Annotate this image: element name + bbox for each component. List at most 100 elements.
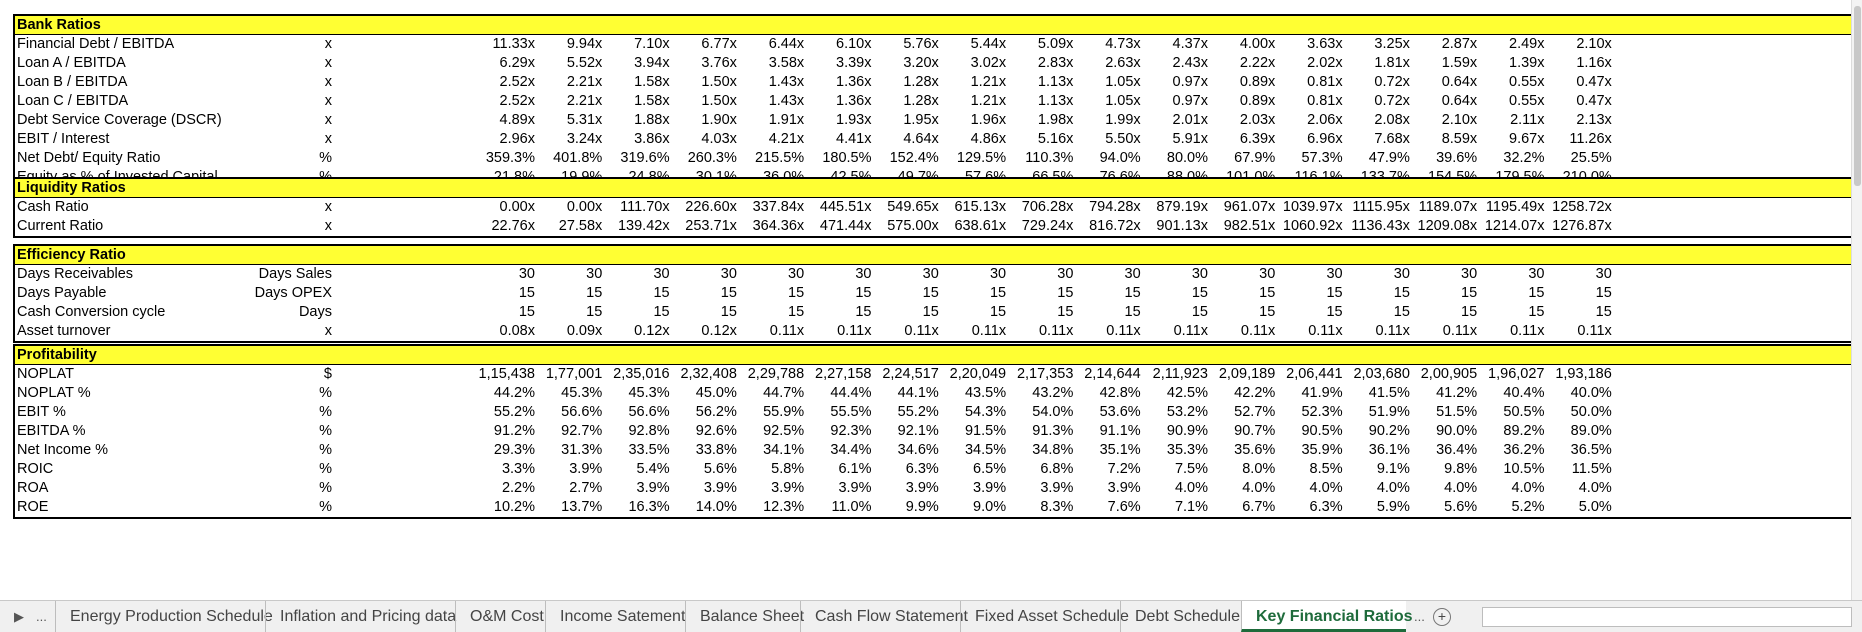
- value-cell[interactable]: 1276.87x: [1552, 218, 1612, 234]
- value-cell[interactable]: 0.72x: [1374, 74, 1410, 90]
- value-cell[interactable]: 57.3%: [1301, 150, 1343, 166]
- more-sheets-left-button[interactable]: ...: [36, 609, 47, 624]
- value-cell[interactable]: 2.01x: [1172, 112, 1208, 128]
- value-cell[interactable]: 6.39x: [1239, 131, 1276, 147]
- value-cell[interactable]: 15: [518, 285, 535, 301]
- value-cell[interactable]: 15: [518, 304, 535, 320]
- value-cell[interactable]: 35.6%: [1234, 442, 1276, 458]
- value-cell[interactable]: 7.1%: [1174, 499, 1208, 515]
- value-cell[interactable]: 15: [1057, 285, 1074, 301]
- value-cell[interactable]: 4.0%: [1174, 480, 1208, 496]
- value-cell[interactable]: 36.1%: [1368, 442, 1410, 458]
- value-cell[interactable]: 9.94x: [566, 36, 603, 52]
- value-cell[interactable]: 51.5%: [1436, 404, 1478, 420]
- value-cell[interactable]: 1,15,438: [478, 366, 535, 382]
- value-cell[interactable]: 1209.08x: [1417, 218, 1478, 234]
- value-cell[interactable]: 55.9%: [763, 404, 805, 420]
- value-cell[interactable]: 3.02x: [970, 55, 1007, 71]
- row-label-cell[interactable]: Debt Service Coverage (DSCR): [17, 112, 222, 128]
- value-cell[interactable]: 90.9%: [1166, 423, 1208, 439]
- value-cell[interactable]: 6.77x: [701, 36, 737, 52]
- value-cell[interactable]: 1136.43x: [1351, 218, 1410, 234]
- value-cell[interactable]: 14.0%: [695, 499, 737, 515]
- value-cell[interactable]: 2.52x: [499, 74, 535, 90]
- value-cell[interactable]: 41.2%: [1436, 385, 1478, 401]
- section-header[interactable]: Profitability: [15, 346, 1854, 365]
- value-cell[interactable]: 40.0%: [1570, 385, 1612, 401]
- value-cell[interactable]: 15: [1393, 285, 1410, 301]
- tab-balance-sheet[interactable]: Balance Sheet: [685, 601, 804, 632]
- value-cell[interactable]: 15: [1326, 285, 1343, 301]
- row-label-cell[interactable]: NOPLAT %: [17, 385, 91, 401]
- value-cell[interactable]: 0.11x: [1510, 323, 1545, 339]
- row-unit-cell[interactable]: %: [319, 442, 332, 458]
- row-unit-cell[interactable]: %: [319, 385, 332, 401]
- value-cell[interactable]: 2,03,680: [1353, 366, 1410, 382]
- value-cell[interactable]: 10.5%: [1503, 461, 1545, 477]
- value-cell[interactable]: 92.7%: [561, 423, 603, 439]
- value-cell[interactable]: 0.09x: [566, 323, 603, 339]
- value-cell[interactable]: 7.2%: [1107, 461, 1141, 477]
- value-cell[interactable]: 91.1%: [1099, 423, 1141, 439]
- row-label-cell[interactable]: Loan C / EBITDA: [17, 93, 129, 109]
- value-cell[interactable]: 729.24x: [1021, 218, 1074, 234]
- value-cell[interactable]: 2.21x: [566, 93, 603, 109]
- value-cell[interactable]: 0.11x: [1577, 323, 1612, 339]
- value-cell[interactable]: 92.1%: [897, 423, 939, 439]
- row-unit-cell[interactable]: x: [324, 218, 332, 234]
- value-cell[interactable]: 10.2%: [493, 499, 535, 515]
- value-cell[interactable]: 15: [788, 285, 805, 301]
- value-cell[interactable]: 11.26x: [1569, 131, 1612, 147]
- row-unit-cell[interactable]: %: [319, 499, 332, 515]
- value-cell[interactable]: 1.13x: [1037, 93, 1074, 109]
- value-cell[interactable]: 55.2%: [897, 404, 939, 420]
- value-cell[interactable]: 0.64x: [1441, 93, 1478, 109]
- section-header[interactable]: Efficiency Ratio: [15, 246, 1854, 265]
- value-cell[interactable]: 0.55x: [1509, 74, 1545, 90]
- value-cell[interactable]: 2.21x: [566, 74, 603, 90]
- value-cell[interactable]: 16.3%: [628, 499, 670, 515]
- value-cell[interactable]: 3.39x: [836, 55, 872, 71]
- value-cell[interactable]: 226.60x: [685, 199, 737, 215]
- row-unit-cell[interactable]: %: [319, 423, 332, 439]
- row-unit-cell[interactable]: x: [324, 112, 332, 128]
- value-cell[interactable]: 54.3%: [964, 404, 1007, 420]
- value-cell[interactable]: 0.89x: [1239, 74, 1276, 90]
- value-cell[interactable]: 0.12x: [701, 323, 737, 339]
- tab-fixed-asset-schedule[interactable]: Fixed Asset Schedule: [960, 601, 1129, 632]
- value-cell[interactable]: 11.0%: [831, 499, 872, 515]
- value-cell[interactable]: 91.2%: [493, 423, 535, 439]
- value-cell[interactable]: 3.9%: [703, 480, 737, 496]
- value-cell[interactable]: 36.2%: [1503, 442, 1545, 458]
- value-cell[interactable]: 2,32,408: [680, 366, 737, 382]
- value-cell[interactable]: 0.55x: [1509, 93, 1545, 109]
- value-cell[interactable]: 1.90x: [701, 112, 737, 128]
- horizontal-scrollbar[interactable]: [1482, 607, 1852, 627]
- value-cell[interactable]: 1.36x: [836, 74, 872, 90]
- value-cell[interactable]: 54.0%: [1032, 404, 1074, 420]
- value-cell[interactable]: 6.7%: [1242, 499, 1276, 515]
- value-cell[interactable]: 6.8%: [1040, 461, 1074, 477]
- value-cell[interactable]: 0.64x: [1441, 74, 1478, 90]
- value-cell[interactable]: 53.2%: [1166, 404, 1208, 420]
- value-cell[interactable]: 30: [1393, 266, 1410, 282]
- value-cell[interactable]: 9.8%: [1444, 461, 1478, 477]
- value-cell[interactable]: 5.31x: [566, 112, 603, 128]
- row-unit-cell[interactable]: x: [324, 199, 332, 215]
- value-cell[interactable]: 30: [653, 266, 670, 282]
- value-cell[interactable]: 94.0%: [1099, 150, 1141, 166]
- value-cell[interactable]: 47.9%: [1368, 150, 1410, 166]
- value-cell[interactable]: 0.11x: [1173, 323, 1208, 339]
- value-cell[interactable]: 1.58x: [634, 93, 670, 109]
- value-cell[interactable]: 25.5%: [1570, 150, 1612, 166]
- value-cell[interactable]: 40.4%: [1503, 385, 1545, 401]
- value-cell[interactable]: 43.2%: [1032, 385, 1074, 401]
- value-cell[interactable]: 2.52x: [499, 93, 535, 109]
- value-cell[interactable]: 7.6%: [1107, 499, 1141, 515]
- value-cell[interactable]: 3.9%: [771, 480, 805, 496]
- value-cell[interactable]: 15: [855, 304, 872, 320]
- row-label-cell[interactable]: Days Receivables: [17, 266, 134, 282]
- value-cell[interactable]: 1.05x: [1105, 74, 1141, 90]
- value-cell[interactable]: 2,14,644: [1084, 366, 1141, 382]
- value-cell[interactable]: 2,09,189: [1218, 366, 1276, 382]
